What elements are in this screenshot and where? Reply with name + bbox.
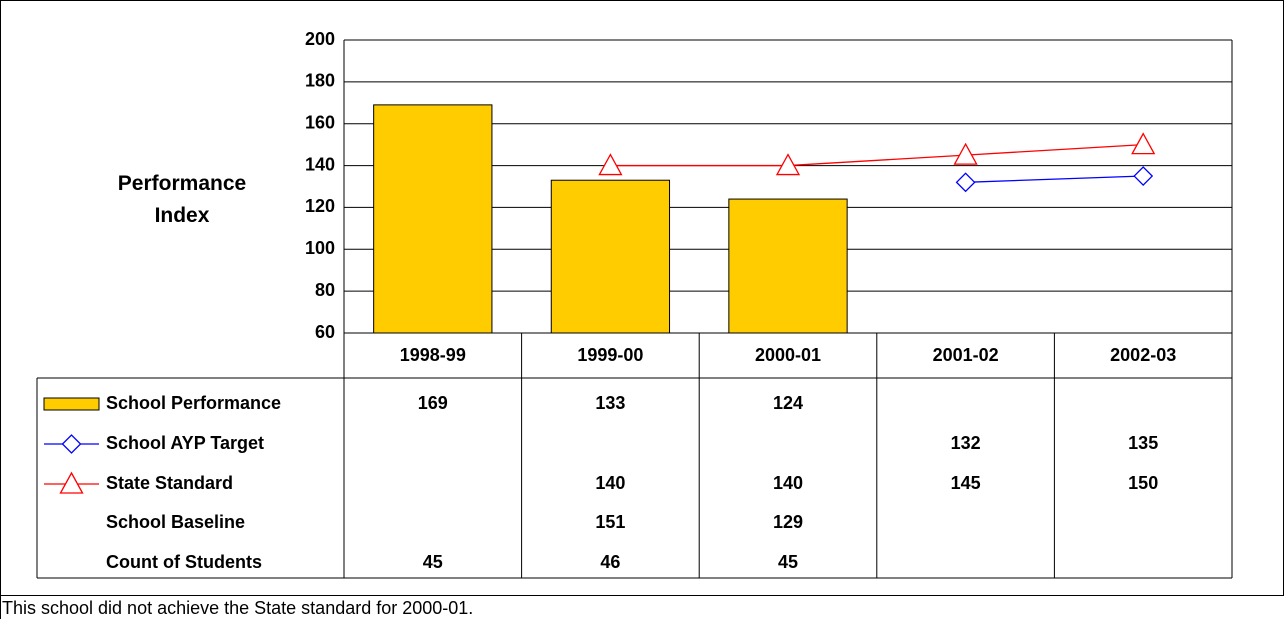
line (965, 175, 1144, 183)
y-tick-label: 180 (305, 71, 335, 91)
y-tick-label: 160 (305, 112, 335, 132)
table-value: 129 (773, 512, 803, 532)
legend-label: State Standard (106, 473, 233, 493)
x-tick-label: 1998-99 (400, 345, 466, 365)
marker (61, 434, 82, 454)
line (610, 143, 1144, 167)
table-value: 133 (595, 393, 625, 413)
y-axis-label: Performance Index (117, 172, 247, 227)
x-tick-label: 1999-00 (577, 345, 643, 365)
table-value: 46 (600, 552, 620, 572)
x-tick-label: 2000-01 (755, 345, 821, 365)
frame (0, 0, 1284, 596)
marker (775, 153, 801, 176)
bar (373, 104, 493, 334)
marker (1133, 166, 1154, 186)
y-tick-label: 60 (315, 322, 335, 342)
marker (1131, 132, 1156, 155)
y-tick-label: 100 (305, 238, 335, 258)
legend-label: School Baseline (106, 512, 245, 532)
table-value: 145 (951, 473, 981, 493)
y-tick-label: 80 (315, 280, 335, 300)
table-value: 124 (773, 393, 803, 413)
table-value: 45 (423, 552, 443, 572)
table-value: 135 (1128, 433, 1158, 453)
x-tick-label: 2002-03 (1110, 345, 1176, 365)
marker (59, 471, 84, 494)
marker (953, 142, 978, 165)
y-tick-label: 120 (305, 196, 335, 216)
footnote: This school did not achieve the State st… (2, 598, 474, 618)
table-value: 151 (595, 512, 625, 532)
legend-label: School Performance (106, 393, 281, 413)
y-tick-label: 140 (305, 154, 335, 174)
legend-label: School AYP Target (106, 433, 264, 453)
legend-label: Count of Students (106, 552, 262, 572)
y-tick-label: 200 (305, 29, 335, 49)
table-value: 140 (773, 473, 803, 493)
marker (955, 172, 976, 193)
legend-swatch (43, 397, 100, 411)
marker (598, 153, 623, 176)
table-value: 132 (951, 433, 981, 453)
bar (550, 179, 671, 334)
x-tick-label: 2001-02 (933, 345, 999, 365)
table-value: 140 (595, 473, 625, 493)
table-value: 150 (1128, 473, 1158, 493)
table-value: 45 (778, 552, 798, 572)
table-value: 169 (418, 393, 448, 413)
bar (728, 198, 848, 334)
